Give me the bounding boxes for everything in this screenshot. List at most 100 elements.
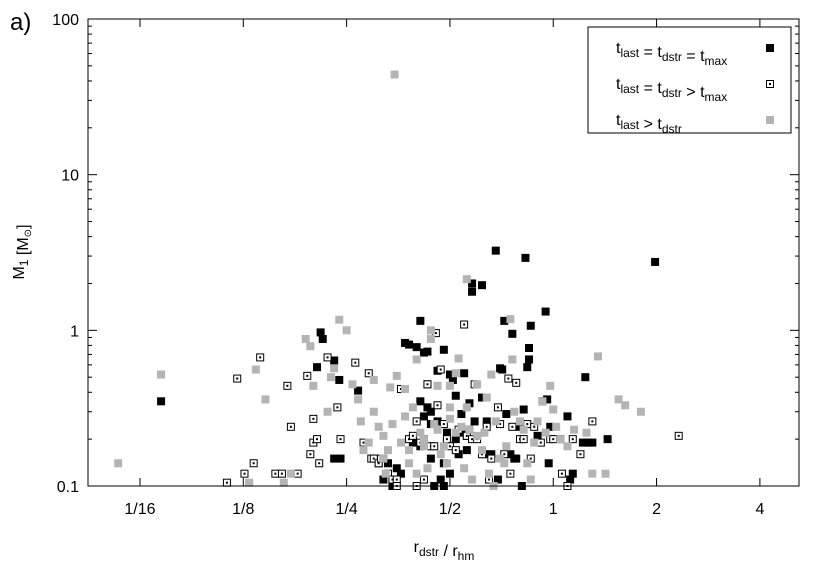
data-point [313, 435, 322, 444]
data-point [500, 316, 509, 325]
data-point [588, 438, 597, 447]
data-point [396, 469, 405, 478]
data-point [318, 334, 327, 343]
data-point [544, 459, 553, 468]
data-point [451, 446, 460, 455]
data-point [491, 246, 500, 255]
data-point [283, 381, 292, 390]
axis-ticks-layer: 1/16 1/8 1/4 1/2 1 2 4 0.1 1 10 100 [52, 12, 799, 518]
data-point [433, 425, 442, 434]
y-tick-label: 1 [70, 323, 79, 340]
data-point [651, 257, 660, 266]
data-point [439, 420, 448, 429]
data-point [603, 435, 612, 444]
data-point [519, 425, 528, 434]
data-point [392, 371, 401, 380]
data-point [491, 417, 500, 426]
data-point [306, 450, 315, 459]
data-point [271, 469, 280, 478]
data-point [506, 315, 515, 324]
y-tick-label: 10 [61, 168, 79, 185]
y-axis-label: M1 [M⊙] [11, 224, 34, 279]
data-point [506, 469, 515, 478]
data-point [480, 428, 489, 437]
data-point [381, 469, 390, 478]
data-point [588, 469, 597, 478]
data-point [506, 450, 515, 459]
legend-entry-label: tlast > tdstr [616, 112, 682, 136]
data-point [470, 417, 479, 426]
data-point [508, 355, 517, 364]
data-point [445, 414, 454, 423]
data-point [388, 420, 397, 429]
data-point [445, 469, 454, 478]
data-point [451, 391, 460, 400]
data-point [541, 307, 550, 316]
data-points-layer [114, 70, 683, 490]
legend-marker [766, 80, 774, 88]
data-point [460, 464, 469, 473]
data-point [556, 435, 565, 444]
data-point [240, 469, 249, 478]
data-point [510, 407, 519, 416]
data-point [416, 397, 425, 406]
x-tick-label: 1 [549, 501, 558, 518]
data-point [477, 281, 486, 290]
data-point [508, 422, 517, 431]
data-point [487, 454, 496, 463]
data-point [496, 454, 505, 463]
data-point [546, 422, 555, 431]
data-point [462, 403, 471, 412]
data-point [530, 438, 539, 447]
data-point [498, 365, 507, 374]
data-point [451, 369, 460, 378]
data-point [568, 469, 577, 478]
legend-entry-label: tlast = tdstr = tmax [616, 40, 727, 68]
legend-marker [766, 44, 774, 52]
data-point [157, 397, 166, 406]
data-point [570, 425, 579, 434]
data-point [426, 407, 435, 416]
data-point [342, 326, 351, 335]
data-point [416, 428, 425, 437]
data-point [323, 353, 332, 362]
data-point [419, 442, 428, 451]
data-point [436, 365, 445, 374]
data-point [419, 412, 428, 421]
data-point [286, 469, 295, 478]
legend-entry-label: tlast = tdstr > tmax [616, 76, 727, 104]
data-point [519, 435, 528, 444]
data-point [374, 422, 383, 431]
data-point [412, 469, 421, 478]
data-point [433, 381, 442, 390]
data-point [303, 371, 312, 380]
data-point [436, 450, 445, 459]
data-point [293, 469, 302, 478]
data-point [396, 438, 405, 447]
data-point [423, 380, 432, 389]
data-point [487, 450, 496, 459]
data-point [439, 345, 448, 354]
legend-box [587, 26, 792, 134]
data-point [423, 403, 432, 412]
data-point [379, 454, 388, 463]
data-point [462, 446, 471, 455]
data-point [426, 326, 435, 335]
data-point [445, 370, 454, 379]
data-point [436, 475, 445, 484]
data-point [525, 355, 534, 364]
data-point [379, 431, 388, 440]
x-tick-label: 1/16 [124, 501, 155, 518]
data-point [364, 369, 373, 378]
data-point [442, 435, 451, 444]
data-point [502, 442, 511, 451]
data-point [157, 370, 166, 379]
data-point [351, 358, 360, 367]
data-point [566, 475, 575, 484]
data-point [493, 475, 502, 484]
data-point [256, 353, 265, 362]
data-point [526, 475, 535, 484]
data-point [405, 459, 414, 468]
data-point [426, 454, 435, 463]
